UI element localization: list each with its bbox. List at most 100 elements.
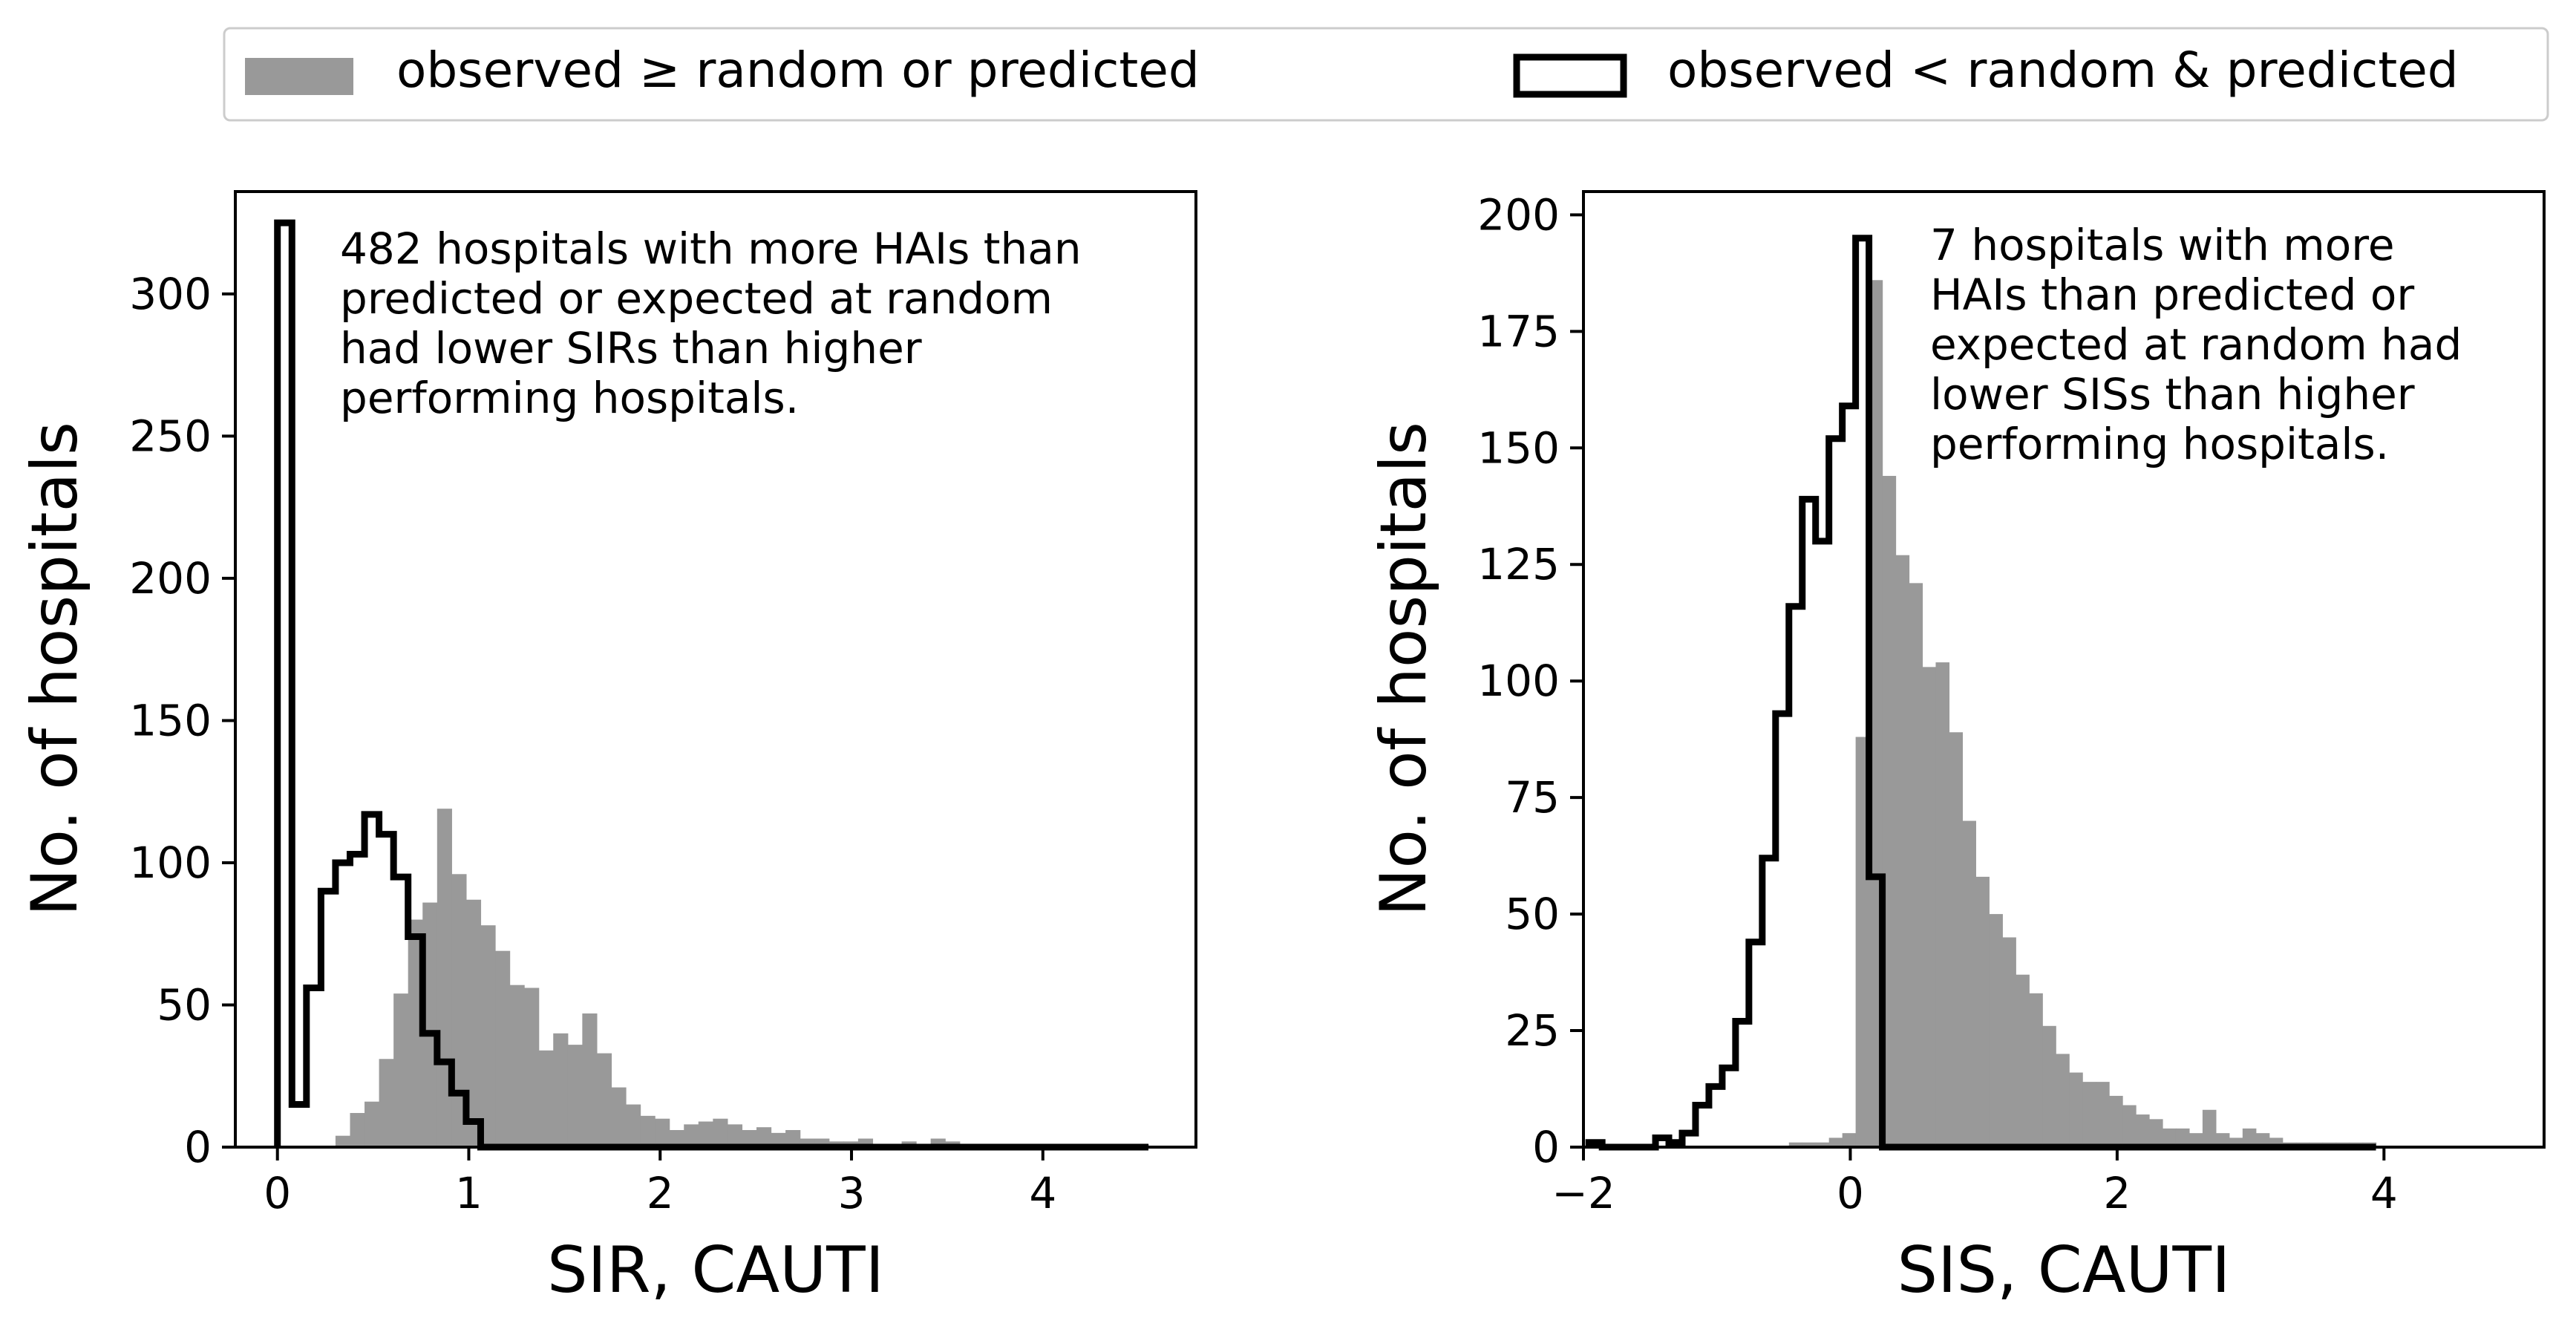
x-tick-label: 4 — [2370, 1168, 2398, 1218]
y-tick-label: 100 — [1477, 656, 1560, 706]
x-tick-label: 0 — [1837, 1168, 1864, 1218]
step-outline-sis — [1585, 235, 2376, 1151]
annotation-line: expected at random had — [1930, 319, 2462, 370]
bar — [1975, 876, 1990, 1147]
y-tick-label: 150 — [1477, 422, 1560, 473]
y-tick-label: 300 — [129, 269, 212, 319]
plot-frame-sir — [234, 190, 1197, 1149]
bar — [553, 1033, 569, 1147]
legend-frame — [223, 27, 2549, 122]
panel-sir: 0 1 2 3 4 0 50 100 150 200 250 300 482 hospitals w… — [18, 190, 1197, 1307]
y-tick-label: 0 — [184, 1122, 212, 1172]
bar — [393, 993, 409, 1147]
x-tick-label: 3 — [838, 1168, 866, 1218]
bar — [1842, 1133, 1857, 1147]
y-tick-label: 150 — [129, 695, 212, 745]
bar — [1949, 732, 1964, 1147]
y-tick-label: 75 — [1505, 772, 1560, 823]
bar — [814, 1138, 830, 1147]
bar — [2188, 1133, 2203, 1147]
bar — [2096, 1082, 2110, 1147]
bar — [2162, 1128, 2177, 1147]
bar — [655, 1118, 670, 1147]
bar — [684, 1124, 699, 1147]
legend-label-outline: observed < random & predicted — [1667, 42, 2459, 99]
y-tick-label: 25 — [1505, 1005, 1560, 1056]
bar — [480, 925, 496, 1147]
y-tick-label: 250 — [129, 411, 212, 461]
bar — [538, 1050, 554, 1147]
x-ticks-sis: −2 0 2 4 — [1552, 1147, 2398, 1218]
x-axis-label-sir: SIR, CAUTI — [547, 1233, 884, 1307]
bar — [2042, 1025, 2056, 1147]
y-axis-label-sis: No. of hospitals — [1367, 422, 1441, 916]
bar — [1922, 667, 1937, 1147]
bar — [2215, 1133, 2230, 1147]
bar — [1882, 475, 1897, 1147]
bar — [1815, 1142, 1830, 1147]
bar — [2029, 993, 2043, 1147]
bar — [785, 1130, 801, 1147]
x-tick-label: 0 — [264, 1168, 291, 1218]
bar — [379, 1059, 394, 1147]
bar — [698, 1121, 713, 1147]
bar — [2069, 1072, 2083, 1147]
bar — [2056, 1054, 2070, 1147]
bar — [567, 1045, 583, 1147]
bar — [771, 1132, 786, 1147]
y-axis-label-sir: No. of hospitals — [18, 422, 92, 916]
legend-label-filled: observed ≥ random or predicted — [396, 42, 1200, 99]
x-tick-label: 2 — [647, 1168, 674, 1218]
y-tick-label: 50 — [1505, 889, 1560, 939]
legend-swatch-filled — [245, 58, 353, 95]
legend: observed ≥ random or predicted observed … — [223, 27, 2549, 122]
bar — [742, 1130, 757, 1147]
bar — [2175, 1128, 2190, 1147]
y-tick-label: 100 — [129, 838, 212, 888]
bar — [930, 1138, 946, 1147]
bar — [365, 1101, 380, 1147]
y-tick-label: 200 — [1477, 189, 1560, 240]
bar — [335, 1135, 351, 1147]
bar — [611, 1087, 627, 1147]
y-tick-label: 125 — [1477, 539, 1560, 590]
bar — [2136, 1114, 2150, 1147]
y-tick-label: 200 — [129, 553, 212, 604]
plot-frame-sis — [1582, 190, 2546, 1149]
x-tick-label: 1 — [455, 1168, 483, 1218]
annotation-line: lower SISs than higher — [1930, 369, 2415, 419]
bar — [713, 1118, 728, 1147]
y-tick-label: 175 — [1477, 306, 1560, 356]
bar — [1989, 914, 2003, 1147]
bar — [626, 1104, 641, 1147]
bar — [1802, 1142, 1817, 1147]
step-outline-sir — [274, 219, 1148, 1151]
annotation-line: had lower SIRs than higher — [340, 323, 922, 373]
annotation-line: HAIs than predicted or — [1930, 270, 2414, 320]
bar — [1828, 1137, 1843, 1147]
bar — [800, 1138, 815, 1147]
y-ticks-sis: 0 25 50 75 100 125 150 175 200 — [1477, 189, 1583, 1172]
bar — [2109, 1095, 2123, 1147]
y-tick-label: 50 — [157, 979, 212, 1030]
bar — [2149, 1119, 2163, 1147]
bar — [495, 950, 511, 1147]
bar — [524, 987, 540, 1147]
bar — [451, 874, 467, 1147]
legend-swatch-outline — [1513, 53, 1627, 98]
annotation-line: predicted or expected at random — [340, 273, 1053, 324]
bar — [1909, 583, 1923, 1147]
x-axis-label-sis: SIS, CAUTI — [1897, 1233, 2231, 1307]
annotation-line: performing hospitals. — [1930, 419, 2389, 469]
bar — [2002, 937, 2016, 1147]
bar — [669, 1130, 684, 1147]
x-tick-label: 2 — [2103, 1168, 2131, 1218]
bar — [756, 1127, 772, 1147]
bar — [582, 1013, 598, 1147]
annotation-sis: 7 hospitals with more HAIs than predicted… — [1930, 220, 2462, 469]
bar — [2255, 1133, 2270, 1147]
bar — [422, 902, 438, 1147]
bar — [2242, 1128, 2257, 1147]
bar — [2016, 974, 2030, 1147]
